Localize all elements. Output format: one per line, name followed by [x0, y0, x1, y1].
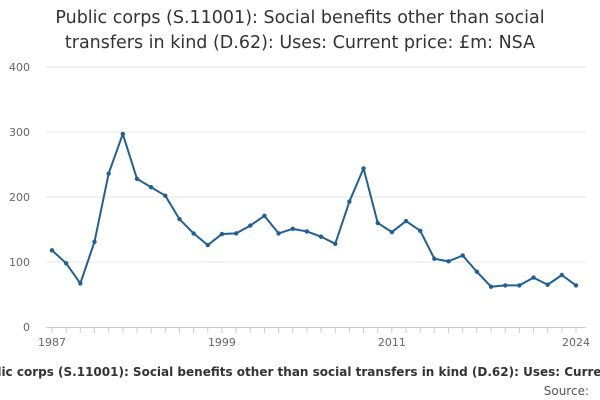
data-point[interactable] [163, 193, 168, 198]
y-tick-label: 200 [9, 191, 30, 204]
data-point[interactable] [573, 283, 579, 288]
x-tick-label: 1999 [208, 336, 236, 349]
chart-title-line-2: transfers in kind (D.62): Uses: Current … [64, 33, 536, 53]
data-point[interactable] [120, 131, 126, 137]
data-point[interactable] [517, 283, 522, 288]
data-point[interactable] [248, 223, 253, 228]
data-point[interactable] [559, 272, 565, 278]
data-point[interactable] [432, 256, 437, 261]
data-point[interactable] [361, 166, 366, 171]
data-point[interactable] [531, 275, 536, 280]
y-tick-label: 300 [9, 126, 30, 139]
grid-lines [46, 66, 586, 263]
data-point[interactable] [233, 231, 239, 236]
y-tick-label: 0 [23, 321, 30, 334]
data-point[interactable] [205, 242, 210, 248]
x-tick-label: 1987 [38, 336, 66, 349]
x-axis: 1987 1999 2011 2024 [38, 327, 590, 349]
series-layer [49, 131, 579, 289]
data-point[interactable] [403, 218, 409, 224]
data-point[interactable] [49, 248, 55, 253]
source-label: Source: [544, 384, 589, 398]
data-point[interactable] [502, 283, 508, 288]
legend-entry: Public corps (S.11001): Social benefits … [0, 365, 600, 379]
data-point[interactable] [106, 171, 111, 176]
data-point[interactable] [219, 231, 225, 237]
data-point[interactable] [446, 259, 451, 264]
data-point[interactable] [318, 234, 324, 239]
data-point[interactable] [262, 213, 267, 219]
chart-title: Public corps (S.11001): Social benefits … [0, 6, 600, 56]
x-tick-label: 2024 [562, 336, 590, 349]
data-point[interactable] [276, 231, 281, 236]
data-point[interactable] [290, 226, 295, 232]
data-point[interactable] [389, 229, 395, 235]
data-point[interactable] [191, 231, 196, 236]
y-tick-label: 100 [9, 256, 30, 269]
data-point[interactable] [92, 239, 97, 245]
data-point[interactable] [304, 229, 310, 234]
data-point[interactable] [134, 176, 140, 181]
y-axis: 0 100 200 300 400 [9, 61, 30, 334]
data-point[interactable] [460, 253, 465, 258]
data-point[interactable] [148, 185, 154, 190]
data-point[interactable] [333, 241, 338, 246]
data-point[interactable] [418, 228, 423, 233]
data-point[interactable] [375, 220, 380, 226]
series-line [51, 132, 577, 288]
data-point[interactable] [347, 199, 352, 204]
x-tick-label: 2011 [378, 336, 406, 349]
data-point[interactable] [545, 282, 550, 287]
data-point[interactable] [63, 261, 69, 266]
data-point[interactable] [78, 281, 83, 286]
data-point[interactable] [177, 216, 182, 222]
y-tick-label: 400 [9, 61, 30, 74]
data-point[interactable] [474, 269, 480, 274]
data-point[interactable] [488, 284, 494, 289]
chart-title-line-1: Public corps (S.11001): Social benefits … [55, 8, 545, 28]
